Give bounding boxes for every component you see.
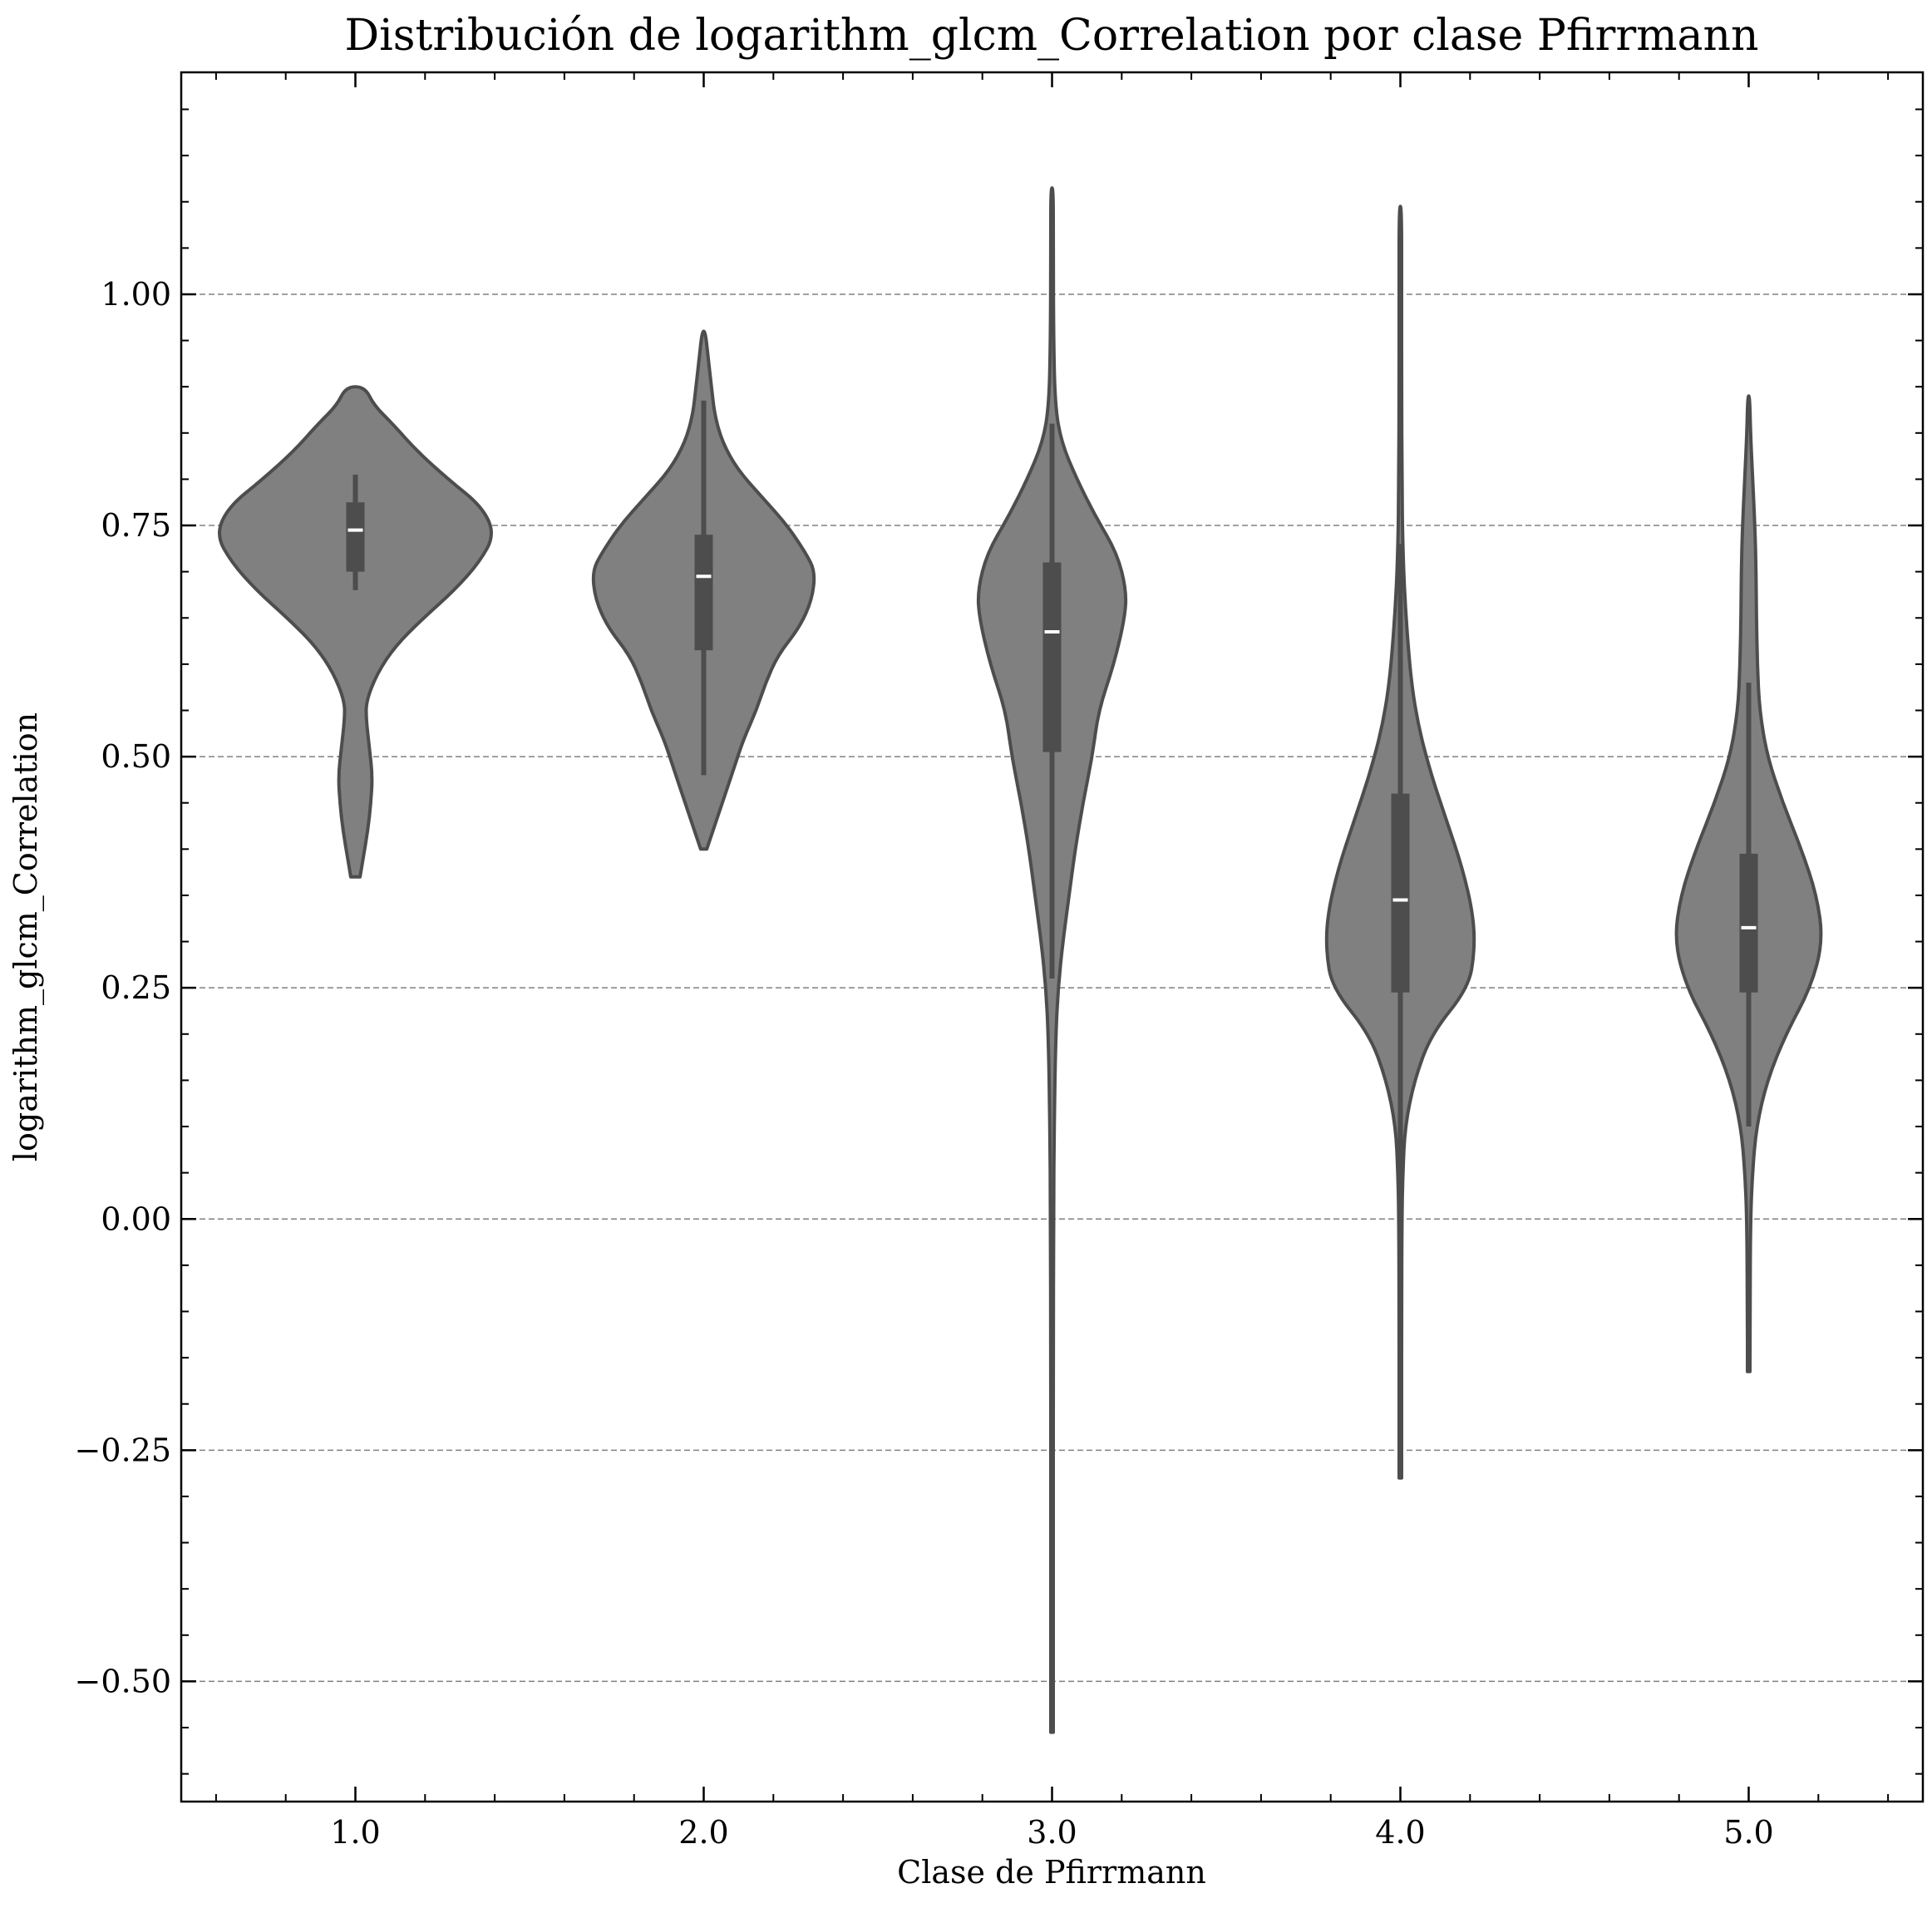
x-tick-label: 3.0 (1027, 1814, 1077, 1851)
boxplots (346, 400, 1758, 1238)
x-tick-label: 5.0 (1723, 1814, 1773, 1851)
chart-title: Distribución de logarithm_glcm_Correlati… (344, 11, 1758, 61)
y-tick-label: 0.50 (101, 738, 171, 775)
iqr-box-4.0 (1391, 793, 1410, 993)
iqr-box-2.0 (694, 535, 713, 651)
x-tick-label: 4.0 (1375, 1814, 1425, 1851)
y-tick-label: −0.50 (75, 1663, 171, 1699)
y-tick-label: 1.00 (101, 276, 171, 313)
violin-body-1.0 (218, 385, 493, 879)
y-tick-label: −0.25 (75, 1432, 171, 1468)
y-axis-label: logarithm_glcm_Correlation (7, 712, 45, 1161)
tick-labels: −0.50 −0.25 0.00 0.25 0.50 0.75 1.00 1.0 2.0 3.0 4… (75, 276, 1774, 1851)
x-axis-label: Clase de Pfirrmann (897, 1854, 1206, 1891)
x-tick-label: 2.0 (678, 1814, 728, 1851)
iqr-box-1.0 (346, 502, 365, 572)
y-tick-label: 0.25 (101, 969, 171, 1006)
axis-ticks (181, 72, 1923, 1802)
y-tick-label: 0.75 (101, 507, 171, 544)
y-tick-label: 0.00 (101, 1201, 171, 1237)
x-tick-label: 1.0 (330, 1814, 380, 1851)
iqr-box-3.0 (1042, 562, 1062, 752)
iqr-box-5.0 (1739, 853, 1758, 993)
